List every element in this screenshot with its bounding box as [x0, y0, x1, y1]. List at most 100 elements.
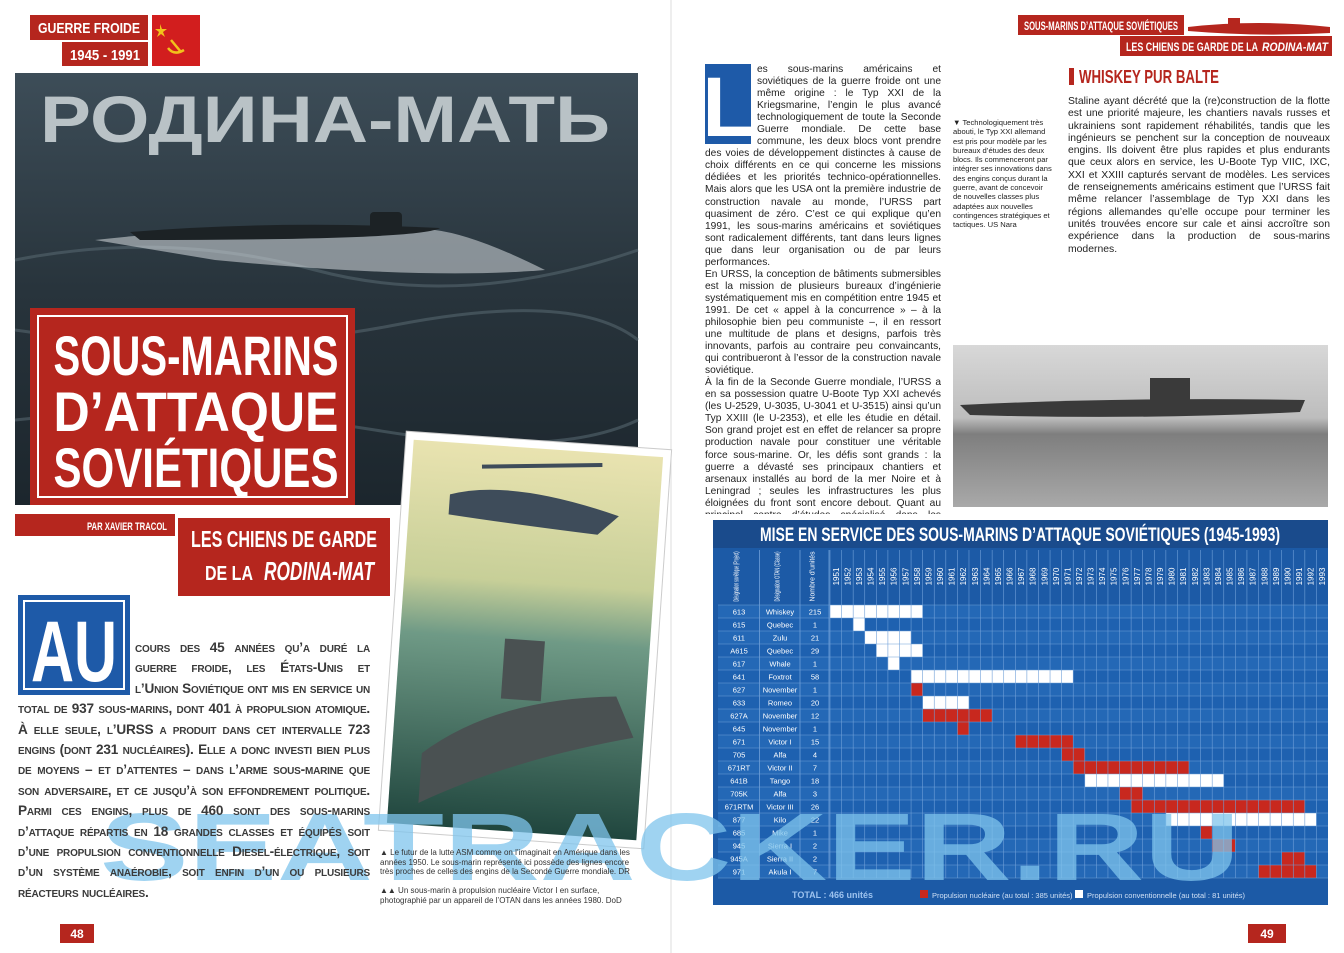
service-span	[1200, 826, 1213, 839]
year-label: 1967	[1017, 567, 1026, 585]
nato-class: Alfa	[774, 790, 788, 799]
intro-text: cours des 45 années qu’a duré la guerre …	[18, 640, 370, 900]
project: 705	[733, 751, 746, 760]
year-label: 1965	[994, 567, 1003, 585]
column-header: Nombre d’unités	[810, 551, 817, 601]
illustrated-sail	[500, 638, 545, 702]
nato-class: Foxtrot	[768, 673, 792, 682]
year-label: 1981	[1179, 567, 1188, 585]
dropcap: AU	[31, 604, 117, 700]
project: 671RTM	[725, 803, 754, 812]
row-bg	[718, 787, 1328, 800]
row-bg	[718, 631, 1328, 644]
units: 1	[813, 686, 817, 695]
year-label: 1952	[843, 567, 852, 585]
units: 2	[813, 855, 817, 864]
article-body: es sous-marins américains et soviétiques…	[705, 64, 941, 514]
units: 1	[813, 621, 817, 630]
year-label: 1975	[1110, 567, 1119, 585]
units: 3	[813, 790, 817, 799]
aircraft	[448, 489, 619, 535]
year-label: 1991	[1295, 567, 1304, 585]
nato-class: Sierra II	[767, 855, 793, 864]
byline: PAR XAVIER TRACOL	[87, 521, 167, 533]
service-span	[957, 722, 969, 735]
page-tab	[60, 924, 94, 943]
dropcap-frame	[23, 600, 125, 690]
table-title-band	[713, 520, 1328, 548]
nato-class: Zulu	[773, 634, 788, 643]
project: 705K	[730, 790, 748, 799]
nato-class: Sierra I	[768, 842, 792, 851]
rotor	[481, 462, 603, 469]
row-bg	[718, 722, 1328, 735]
project: 627	[733, 686, 746, 695]
photo-submarine	[960, 399, 1305, 417]
row-bg	[718, 839, 1328, 852]
page-number: 48	[70, 927, 84, 941]
units: 1	[813, 660, 817, 669]
kicker: GUERRE FROIDE	[38, 20, 140, 37]
nato-class: Alfa	[774, 751, 788, 760]
units: 21	[811, 634, 819, 643]
project: A615	[730, 647, 748, 656]
year-label: 1960	[936, 567, 945, 585]
subtitle-box	[178, 518, 390, 596]
year-label: 1962	[959, 567, 968, 585]
year-label: 1988	[1260, 567, 1269, 585]
row-bg	[718, 761, 1328, 774]
photo-caption: ▼ Technologiquement très abouti, le Typ …	[953, 118, 1052, 230]
year-label: 1963	[971, 567, 980, 585]
row-bg	[718, 644, 1328, 657]
nato-class: Akula I	[769, 868, 792, 877]
title-line: SOVIÉTIQUES	[54, 436, 339, 499]
period-box	[62, 42, 148, 66]
sail	[370, 212, 402, 232]
year-label: 1966	[1006, 567, 1015, 585]
units: 4	[813, 751, 817, 760]
year-label: 1979	[1156, 567, 1165, 585]
nato-class: November	[763, 725, 798, 734]
submarine	[130, 224, 440, 240]
dropcap: L	[702, 60, 753, 154]
year-label: 1956	[890, 567, 899, 585]
project: 645	[733, 725, 746, 734]
year-label: 1964	[982, 567, 991, 585]
project: 641B	[730, 777, 748, 786]
year-label: 1971	[1063, 567, 1072, 585]
row-bg	[718, 748, 1328, 761]
nato-class: Tango	[770, 777, 790, 786]
year-label: 1973	[1087, 567, 1096, 585]
caption: ▲▲ Un sous-marin à propulsion nucléaire …	[380, 886, 622, 905]
year-label: 1969	[1040, 567, 1049, 585]
project: 877	[733, 816, 746, 825]
year-label: 1959	[924, 567, 933, 585]
year-label: 1958	[913, 567, 922, 585]
intro: cours des 45 années qu’a duré la guerre …	[18, 638, 370, 908]
units: 20	[811, 699, 819, 708]
title-box	[30, 308, 355, 505]
project: 971	[733, 868, 746, 877]
dropcap-space	[18, 638, 135, 694]
nato-class: November	[763, 686, 798, 695]
section-body: Staline ayant décrété que la (re)constru…	[1068, 96, 1330, 255]
nato-class: Whale	[769, 660, 790, 669]
year-label: 1984	[1214, 567, 1223, 585]
nato-class: Quebec	[767, 621, 794, 630]
kicker-box	[30, 15, 148, 40]
year-label: 1961	[948, 567, 957, 585]
project: 945	[733, 842, 746, 851]
nato-class: Mike	[772, 829, 788, 838]
units: 7	[813, 868, 817, 877]
year-label: 1983	[1202, 567, 1211, 585]
project: 611	[733, 634, 745, 643]
title-line: SOUS-MARINS	[54, 324, 339, 387]
paragraph: En URSS, la conception de bâtiments subm…	[705, 268, 941, 377]
service-span	[887, 657, 900, 670]
units: 1	[813, 829, 817, 838]
watermark: SEATRACKER.RU	[100, 794, 1240, 901]
typ-xxi-photo	[953, 345, 1328, 507]
row-bg	[718, 696, 1328, 709]
photo-title: РОДИНА-МАТЬ	[40, 82, 610, 156]
